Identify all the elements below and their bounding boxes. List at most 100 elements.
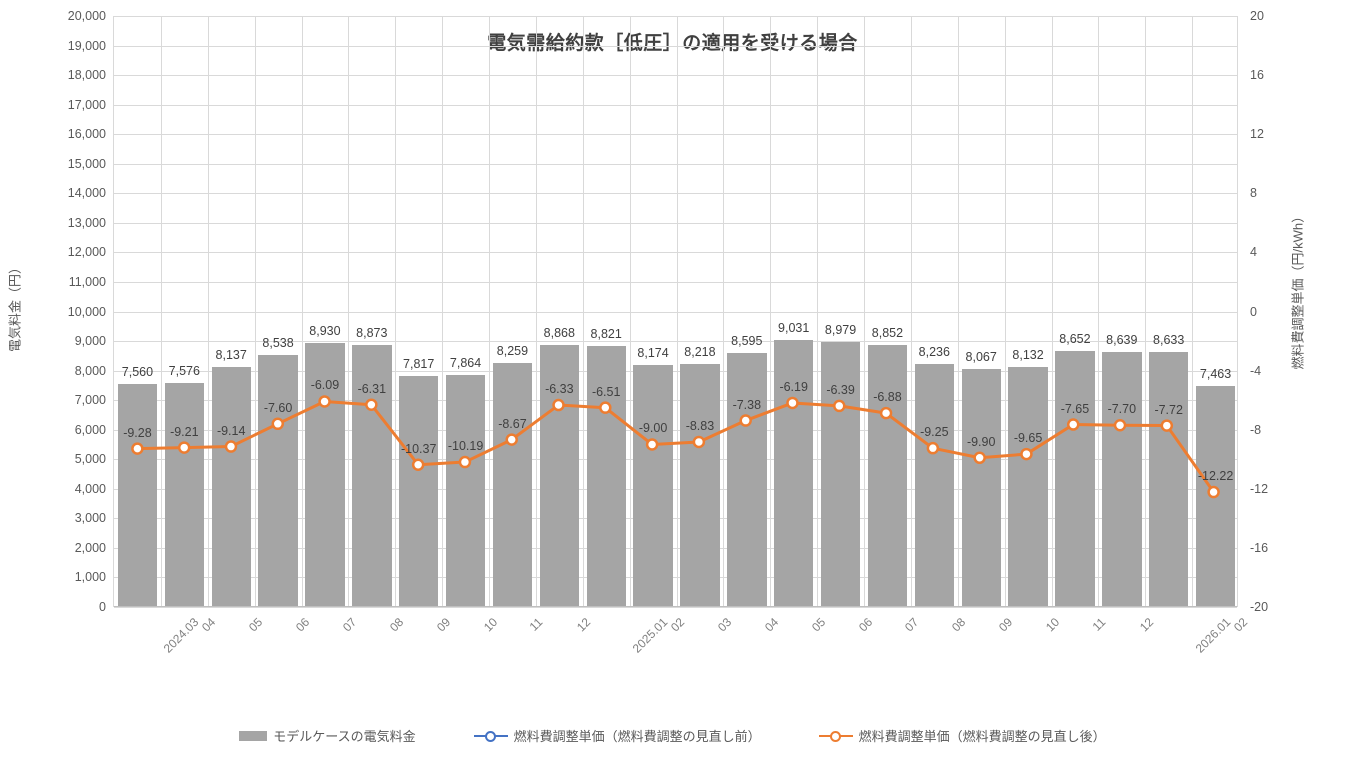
chart-legend: モデルケースの電気料金 燃料費調整単価（燃料費調整の見直し前） 燃料費調整単価（燃料… (0, 726, 1345, 745)
x-axis-tick-label: 2024.03 (161, 615, 202, 656)
x-axis-tick-label: 02 (1230, 615, 1250, 635)
y-axis-tick-label: 5,000 (74, 452, 106, 467)
vertical-gridline (254, 16, 256, 607)
bar-value-label: 8,821 (590, 327, 622, 342)
gridline (114, 75, 1237, 77)
line-value-label: -12.22 (1197, 469, 1234, 484)
bar[interactable] (117, 383, 158, 607)
line-value-label: -9.21 (170, 424, 199, 439)
bar[interactable] (164, 383, 204, 607)
bar-value-label: 8,930 (309, 324, 341, 339)
bar-value-label: 8,137 (215, 347, 247, 362)
y-axis-tick-label: 12,000 (67, 245, 106, 260)
y-axis-tick-label: 8,000 (74, 363, 106, 378)
vertical-gridline (723, 16, 725, 607)
gridline (114, 163, 1237, 165)
bar[interactable] (680, 364, 720, 607)
bar-value-label: 8,218 (684, 345, 716, 360)
secondary-y-axis-tick-label: 20 (1250, 9, 1264, 23)
line-value-label: -7.72 (1154, 402, 1183, 417)
bar-value-label: 8,595 (731, 334, 763, 349)
y-axis-tick-label: 16,000 (67, 127, 106, 142)
vertical-gridline (770, 16, 772, 607)
bar-value-label: 7,463 (1199, 367, 1232, 382)
line-value-label: -6.31 (357, 381, 387, 396)
y-axis-tick-label: 20,000 (67, 9, 106, 23)
x-axis-tick-label: 10 (480, 615, 500, 635)
secondary-y-axis-tick-label: -8 (1250, 422, 1262, 437)
y-axis-tick-label: 19,000 (67, 38, 106, 53)
x-axis-tick-label: 10 (1042, 615, 1063, 635)
bar[interactable] (867, 345, 908, 607)
x-axis-tick-label: 12 (574, 615, 594, 635)
gridline (114, 16, 1237, 17)
line-value-label: -7.60 (263, 400, 293, 415)
secondary-y-axis-tick-label: 8 (1250, 186, 1257, 201)
secondary-y-axis-tick-label: 12 (1250, 127, 1264, 142)
vertical-gridline (1145, 16, 1147, 607)
bar-value-label: 8,652 (1059, 332, 1091, 347)
x-axis-tick-label: 05 (808, 615, 828, 635)
x-axis-tick-label: 07 (339, 615, 360, 635)
bar[interactable] (820, 341, 861, 607)
vertical-gridline (864, 16, 865, 607)
gridline (114, 341, 1237, 343)
x-axis-tick-label: 05 (246, 615, 266, 635)
bar[interactable] (727, 353, 767, 607)
bar-value-label: 8,067 (965, 349, 997, 364)
y-axis-title: 電気料金（円） (7, 261, 23, 353)
secondary-y-axis-tick-label: 0 (1250, 304, 1257, 319)
y-axis-tick-label: 0 (99, 600, 106, 614)
gridline (114, 547, 1237, 549)
gridline (114, 607, 1237, 608)
line-value-label: -6.19 (779, 379, 808, 394)
y-axis-tick-label: 15,000 (67, 156, 106, 171)
bar[interactable] (633, 365, 673, 607)
line-value-label: -7.65 (1060, 401, 1090, 416)
line-value-label: -6.51 (591, 384, 621, 399)
vertical-gridline (442, 16, 444, 607)
secondary-y-axis-tick-label: -12 (1250, 481, 1269, 496)
x-axis-tick-label: 06 (292, 615, 313, 635)
line-value-label: -9.65 (1013, 431, 1043, 446)
y-axis-tick-label: 2,000 (74, 540, 106, 555)
x-axis-tick-label: 2025.01 (629, 615, 671, 656)
bar[interactable] (211, 366, 251, 607)
bar[interactable] (1008, 366, 1048, 607)
line-value-label: -6.39 (826, 382, 855, 397)
y-axis-tick-label: 10,000 (67, 304, 106, 319)
bar[interactable] (1195, 386, 1236, 607)
y-axis-tick-label: 11,000 (68, 274, 106, 289)
secondary-y-axis-tick-label: -16 (1250, 540, 1269, 555)
gridline (114, 104, 1237, 106)
bar-value-label: 8,868 (543, 325, 575, 340)
bar-value-label: 8,639 (1106, 332, 1138, 347)
bar[interactable] (914, 363, 954, 607)
bar[interactable] (445, 374, 486, 607)
x-axis-line (114, 606, 1237, 607)
x-axis-tick-label: 07 (902, 615, 922, 635)
bar[interactable] (1102, 351, 1142, 607)
line-value-label: -7.38 (732, 397, 762, 412)
vertical-gridline (582, 16, 584, 607)
bar[interactable] (399, 376, 439, 607)
vertical-gridline (395, 16, 397, 607)
bar[interactable] (1149, 351, 1189, 607)
x-axis-tick-label: 04 (199, 615, 219, 635)
legend-item[interactable]: 燃料費調整単価（燃料費調整の見直し後） (818, 726, 1106, 745)
legend-item[interactable]: 燃料費調整単価（燃料費調整の見直し前） (473, 726, 761, 745)
legend-item[interactable]: モデルケースの電気料金 (239, 726, 416, 745)
gridline (114, 577, 1237, 579)
legend-label: 燃料費調整単価（燃料費調整の見直し前） (513, 729, 761, 744)
x-axis-tick-label: 03 (714, 615, 735, 635)
line-value-label: -9.28 (123, 425, 152, 440)
bar[interactable] (492, 362, 533, 607)
y-axis-tick-label: 7,000 (74, 393, 106, 408)
bar[interactable] (1055, 351, 1095, 607)
bar[interactable] (258, 354, 298, 607)
x-axis-tick-label: 02 (667, 615, 688, 635)
bar-value-label: 8,873 (356, 325, 388, 340)
bar[interactable] (961, 368, 1001, 607)
secondary-y-axis-tick-label: -20 (1250, 600, 1269, 614)
gridline (114, 252, 1237, 254)
